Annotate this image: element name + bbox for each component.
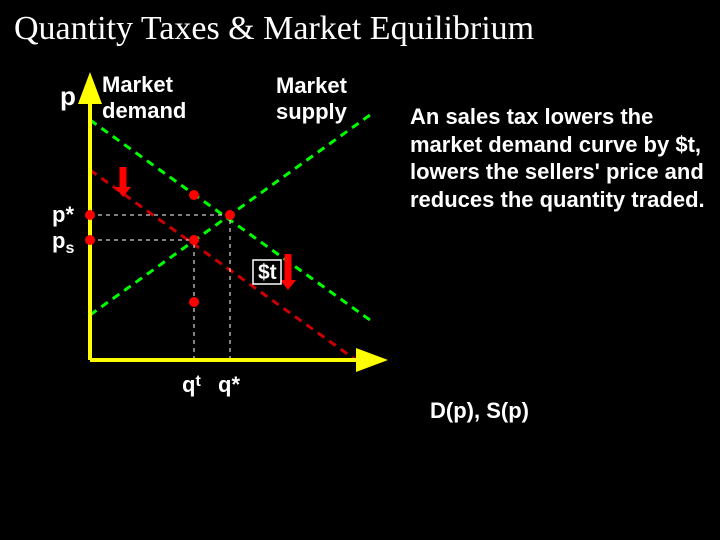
svg-text:qt: qt: [182, 372, 201, 397]
axis-caption: D(p), S(p): [430, 398, 529, 424]
svg-text:ps: ps: [52, 228, 74, 257]
svg-text:demand: demand: [102, 98, 186, 123]
svg-text:Market: Market: [276, 73, 348, 98]
svg-text:$t: $t: [258, 261, 277, 284]
slide-title: Quantity Taxes & Market Equilibrium: [14, 10, 534, 48]
graph-svg: pMarketdemandMarketsupplyp*psqtq*$t: [30, 60, 400, 420]
svg-text:p: p: [60, 81, 76, 111]
svg-text:Market: Market: [102, 72, 174, 97]
svg-text:p*: p*: [52, 202, 74, 227]
svg-text:q*: q*: [218, 372, 240, 397]
svg-text:supply: supply: [276, 99, 348, 124]
graph-container: pMarketdemandMarketsupplyp*psqtq*$t: [30, 60, 400, 420]
explanation-text: An sales tax lowers the market demand cu…: [410, 103, 710, 213]
